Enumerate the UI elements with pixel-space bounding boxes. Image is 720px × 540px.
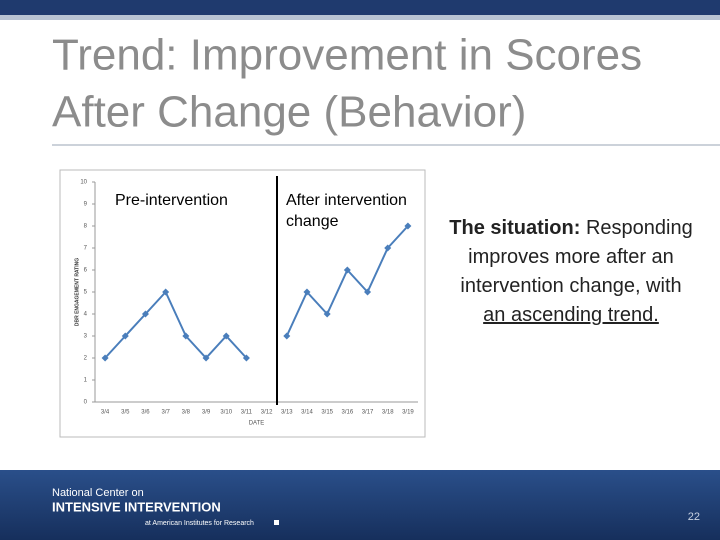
x-tick-label: 3/7 (161, 410, 170, 416)
y-tick-label: 1 (84, 378, 88, 384)
data-point (162, 288, 170, 296)
y-tick-label: 3 (84, 334, 88, 340)
top-bar (0, 0, 720, 15)
data-point (202, 354, 210, 362)
x-tick-label: 3/11 (241, 410, 253, 416)
data-point (303, 288, 311, 296)
x-tick-label: 3/18 (382, 410, 394, 416)
footer-bar (0, 470, 720, 540)
footer-text: INTENSIVE INTERVENTION (52, 499, 221, 514)
x-tick-label: 3/8 (182, 410, 191, 416)
x-tick-label: 3/12 (261, 410, 273, 416)
data-point (242, 354, 250, 362)
footer-text: at American Institutes for Research (145, 520, 254, 527)
annotation: After intervention change (286, 192, 407, 230)
y-axis-label: DBR ENGAGEMENT RATING (74, 258, 80, 326)
data-point (222, 332, 230, 340)
chart-frame (59, 169, 426, 438)
data-point (343, 266, 351, 274)
data-point (182, 332, 190, 340)
chart: 0 1 2 3 4 5 6 7 8 9 10 3/4 3/5 3/6 3/7 3/8 3/9 3/10 3/11 3/… (74, 176, 418, 427)
x-tick-label: 3/14 (301, 410, 313, 416)
data-point (101, 354, 109, 362)
data-point (384, 244, 392, 252)
data-point (323, 310, 331, 318)
situation-emphasis: an ascending trend. (483, 304, 659, 326)
y-tick-label: 2 (84, 356, 88, 362)
x-tick-label: 3/6 (141, 410, 150, 416)
x-tick-label: 3/4 (101, 410, 110, 416)
y-tick-label: 6 (84, 268, 88, 274)
data-point (404, 222, 412, 230)
situation-body: Responding improves more after an interv… (460, 217, 693, 297)
x-tick-label: 3/10 (220, 410, 232, 416)
situation-text: The situation: Responding improves more … (448, 214, 694, 330)
x-tick-label: 3/9 (202, 410, 211, 416)
x-tick-label: 3/16 (342, 410, 354, 416)
x-tick-label: 3/17 (362, 410, 374, 416)
data-point (283, 332, 291, 340)
title: Trend: Improvement in Scores (52, 31, 642, 80)
y-tick-label: 7 (84, 246, 88, 252)
y-tick-label: 8 (84, 224, 88, 230)
situation-label: The situation: (449, 217, 581, 239)
data-point (364, 288, 372, 296)
y-tick-label: 5 (84, 290, 88, 296)
x-tick-label: 3/19 (402, 410, 414, 416)
data-point (141, 310, 149, 318)
x-tick-label: 3/15 (321, 410, 333, 416)
x-tick-label: 3/5 (121, 410, 130, 416)
y-tick-label: 0 (84, 400, 88, 406)
footer-square (274, 520, 279, 525)
data-point (121, 332, 129, 340)
x-tick-label: 3/13 (281, 410, 293, 416)
y-tick-label: 9 (84, 202, 88, 208)
page-number: 22 (688, 511, 700, 523)
x-axis-label: DATE (249, 421, 265, 427)
footer-text: National Center on (52, 487, 144, 499)
y-tick-label: 4 (84, 312, 88, 318)
title: After Change (Behavior) (52, 88, 526, 137)
annotation: Pre-intervention (115, 192, 228, 209)
top-bar-accent (0, 15, 720, 20)
y-tick-label: 10 (80, 180, 87, 186)
